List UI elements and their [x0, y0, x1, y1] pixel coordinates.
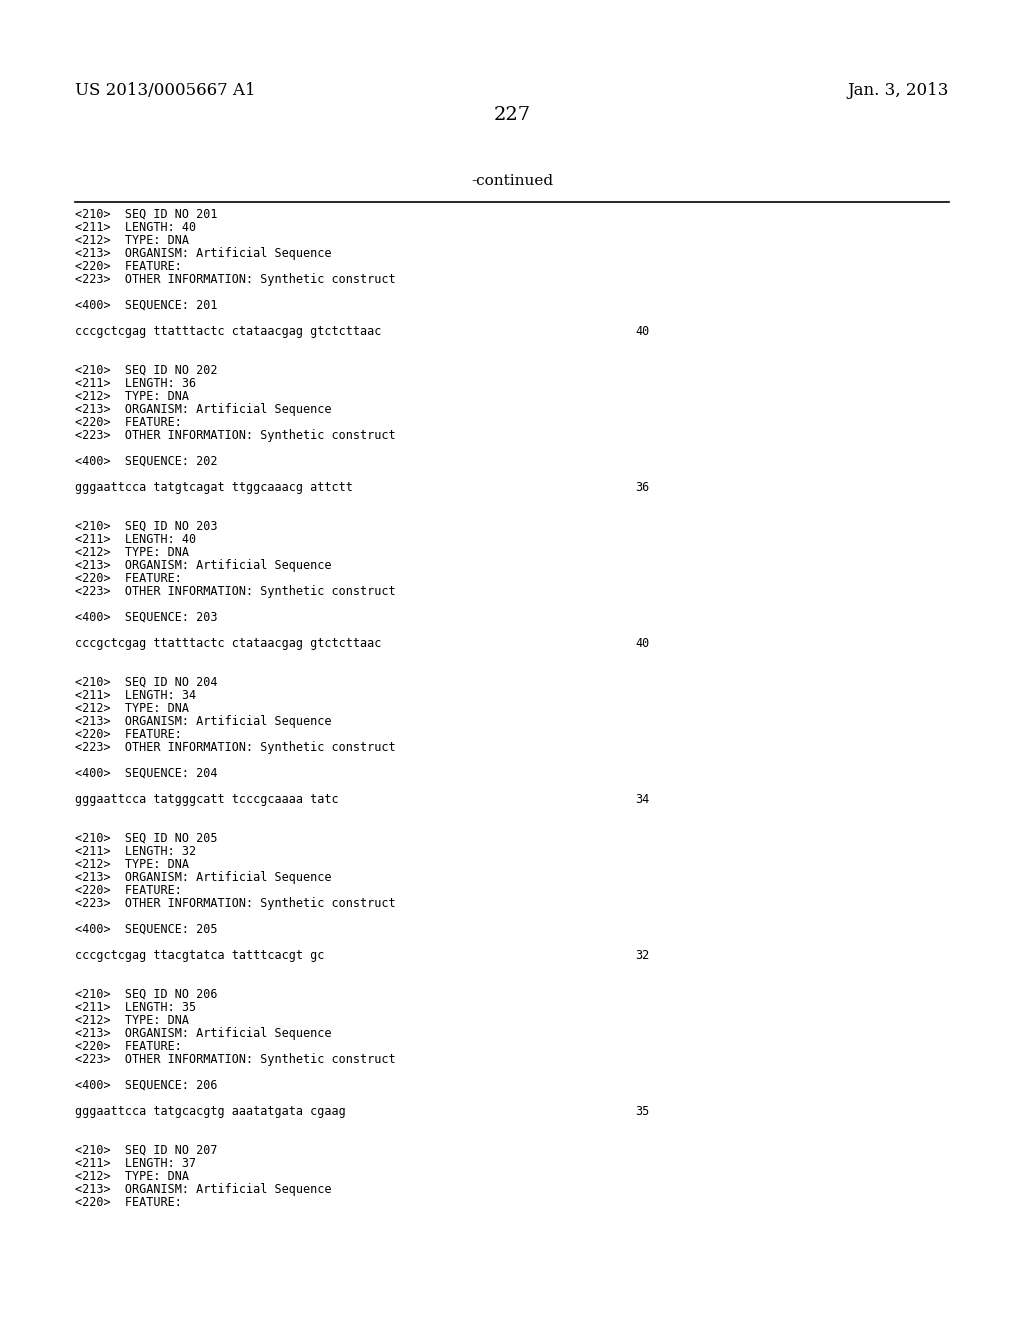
Text: <213>  ORGANISM: Artificial Sequence: <213> ORGANISM: Artificial Sequence — [75, 1027, 332, 1040]
Text: <400>  SEQUENCE: 206: <400> SEQUENCE: 206 — [75, 1078, 217, 1092]
Text: <223>  OTHER INFORMATION: Synthetic construct: <223> OTHER INFORMATION: Synthetic const… — [75, 429, 395, 442]
Text: <220>  FEATURE:: <220> FEATURE: — [75, 416, 182, 429]
Text: <211>  LENGTH: 40: <211> LENGTH: 40 — [75, 533, 197, 546]
Text: <223>  OTHER INFORMATION: Synthetic construct: <223> OTHER INFORMATION: Synthetic const… — [75, 585, 395, 598]
Text: <212>  TYPE: DNA: <212> TYPE: DNA — [75, 546, 189, 558]
Text: 36: 36 — [635, 480, 649, 494]
Text: <213>  ORGANISM: Artificial Sequence: <213> ORGANISM: Artificial Sequence — [75, 1183, 332, 1196]
Text: <220>  FEATURE:: <220> FEATURE: — [75, 1040, 182, 1053]
Text: gggaattcca tatgcacgtg aaatatgata cgaag: gggaattcca tatgcacgtg aaatatgata cgaag — [75, 1105, 346, 1118]
Text: <212>  TYPE: DNA: <212> TYPE: DNA — [75, 858, 189, 871]
Text: -continued: -continued — [471, 174, 553, 187]
Text: <211>  LENGTH: 36: <211> LENGTH: 36 — [75, 378, 197, 389]
Text: <210>  SEQ ID NO 207: <210> SEQ ID NO 207 — [75, 1144, 217, 1158]
Text: 40: 40 — [635, 638, 649, 649]
Text: <212>  TYPE: DNA: <212> TYPE: DNA — [75, 389, 189, 403]
Text: <211>  LENGTH: 37: <211> LENGTH: 37 — [75, 1158, 197, 1170]
Text: <223>  OTHER INFORMATION: Synthetic construct: <223> OTHER INFORMATION: Synthetic const… — [75, 741, 395, 754]
Text: Jan. 3, 2013: Jan. 3, 2013 — [848, 82, 949, 99]
Text: <213>  ORGANISM: Artificial Sequence: <213> ORGANISM: Artificial Sequence — [75, 247, 332, 260]
Text: <213>  ORGANISM: Artificial Sequence: <213> ORGANISM: Artificial Sequence — [75, 558, 332, 572]
Text: <220>  FEATURE:: <220> FEATURE: — [75, 572, 182, 585]
Text: <210>  SEQ ID NO 206: <210> SEQ ID NO 206 — [75, 987, 217, 1001]
Text: <210>  SEQ ID NO 201: <210> SEQ ID NO 201 — [75, 209, 217, 220]
Text: <220>  FEATURE:: <220> FEATURE: — [75, 884, 182, 898]
Text: <213>  ORGANISM: Artificial Sequence: <213> ORGANISM: Artificial Sequence — [75, 871, 332, 884]
Text: cccgctcgag ttatttactc ctataacgag gtctcttaac: cccgctcgag ttatttactc ctataacgag gtctctt… — [75, 638, 381, 649]
Text: gggaattcca tatgtcagat ttggcaaacg attctt: gggaattcca tatgtcagat ttggcaaacg attctt — [75, 480, 353, 494]
Text: US 2013/0005667 A1: US 2013/0005667 A1 — [75, 82, 256, 99]
Text: 32: 32 — [635, 949, 649, 962]
Text: <223>  OTHER INFORMATION: Synthetic construct: <223> OTHER INFORMATION: Synthetic const… — [75, 1053, 395, 1067]
Text: cccgctcgag ttacgtatca tatttcacgt gc: cccgctcgag ttacgtatca tatttcacgt gc — [75, 949, 325, 962]
Text: <211>  LENGTH: 40: <211> LENGTH: 40 — [75, 220, 197, 234]
Text: <212>  TYPE: DNA: <212> TYPE: DNA — [75, 702, 189, 715]
Text: <213>  ORGANISM: Artificial Sequence: <213> ORGANISM: Artificial Sequence — [75, 403, 332, 416]
Text: <212>  TYPE: DNA: <212> TYPE: DNA — [75, 1014, 189, 1027]
Text: 34: 34 — [635, 793, 649, 807]
Text: <211>  LENGTH: 34: <211> LENGTH: 34 — [75, 689, 197, 702]
Text: 227: 227 — [494, 106, 530, 124]
Text: 40: 40 — [635, 325, 649, 338]
Text: <210>  SEQ ID NO 203: <210> SEQ ID NO 203 — [75, 520, 217, 533]
Text: <220>  FEATURE:: <220> FEATURE: — [75, 260, 182, 273]
Text: <223>  OTHER INFORMATION: Synthetic construct: <223> OTHER INFORMATION: Synthetic const… — [75, 898, 395, 909]
Text: <400>  SEQUENCE: 205: <400> SEQUENCE: 205 — [75, 923, 217, 936]
Text: <213>  ORGANISM: Artificial Sequence: <213> ORGANISM: Artificial Sequence — [75, 715, 332, 729]
Text: 35: 35 — [635, 1105, 649, 1118]
Text: <400>  SEQUENCE: 203: <400> SEQUENCE: 203 — [75, 611, 217, 624]
Text: <400>  SEQUENCE: 201: <400> SEQUENCE: 201 — [75, 300, 217, 312]
Text: <223>  OTHER INFORMATION: Synthetic construct: <223> OTHER INFORMATION: Synthetic const… — [75, 273, 395, 286]
Text: <210>  SEQ ID NO 204: <210> SEQ ID NO 204 — [75, 676, 217, 689]
Text: <211>  LENGTH: 35: <211> LENGTH: 35 — [75, 1001, 197, 1014]
Text: <210>  SEQ ID NO 202: <210> SEQ ID NO 202 — [75, 364, 217, 378]
Text: gggaattcca tatgggcatt tcccgcaaaa tatc: gggaattcca tatgggcatt tcccgcaaaa tatc — [75, 793, 339, 807]
Text: <212>  TYPE: DNA: <212> TYPE: DNA — [75, 234, 189, 247]
Text: <212>  TYPE: DNA: <212> TYPE: DNA — [75, 1170, 189, 1183]
Text: <220>  FEATURE:: <220> FEATURE: — [75, 729, 182, 741]
Text: <400>  SEQUENCE: 202: <400> SEQUENCE: 202 — [75, 455, 217, 469]
Text: cccgctcgag ttatttactc ctataacgag gtctcttaac: cccgctcgag ttatttactc ctataacgag gtctctt… — [75, 325, 381, 338]
Text: <210>  SEQ ID NO 205: <210> SEQ ID NO 205 — [75, 832, 217, 845]
Text: <400>  SEQUENCE: 204: <400> SEQUENCE: 204 — [75, 767, 217, 780]
Text: <220>  FEATURE:: <220> FEATURE: — [75, 1196, 182, 1209]
Text: <211>  LENGTH: 32: <211> LENGTH: 32 — [75, 845, 197, 858]
